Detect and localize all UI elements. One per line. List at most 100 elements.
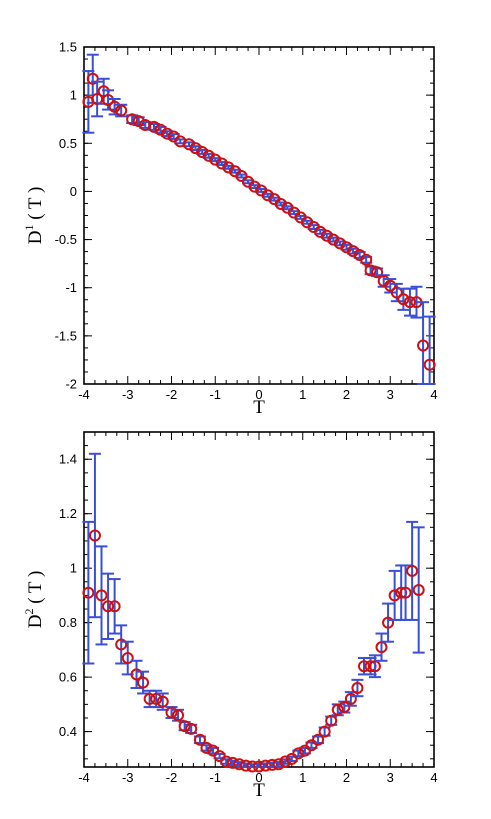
y-axis-label-base: D — [25, 615, 46, 629]
x-axis-label: T — [253, 780, 265, 801]
data-point — [148, 120, 160, 133]
y-axis-label-rest: ( T ) — [25, 571, 46, 609]
y-tick-label: -0.5 — [55, 232, 77, 247]
data-point — [185, 722, 198, 735]
y-tick-label: 0.5 — [59, 136, 77, 151]
data-point — [344, 691, 357, 707]
marker — [178, 720, 191, 733]
marker — [364, 264, 377, 277]
marker — [126, 113, 139, 126]
data-point — [193, 733, 206, 746]
marker — [406, 564, 419, 577]
marker — [115, 638, 128, 651]
marker — [417, 339, 430, 352]
data-point — [108, 578, 121, 635]
data-point — [390, 282, 403, 303]
y-tick-label: -2 — [65, 377, 77, 392]
marker — [130, 668, 143, 681]
x-tick-label: -2 — [166, 387, 178, 402]
data-point — [406, 520, 419, 621]
data-point — [165, 706, 178, 719]
y-axis-label-base: D — [25, 231, 46, 245]
data-point — [95, 545, 108, 646]
x-tick-label: 1 — [299, 770, 306, 785]
marker — [382, 616, 395, 629]
x-axis-label: T — [253, 397, 265, 418]
y-axis-label-rest: ( T ) — [25, 187, 46, 225]
panel-d2: -4 -3 -2 -1 0 1 2 3 40.40.60.811.21.4 T D2 ( T ) — [22, 431, 438, 801]
marker — [390, 286, 403, 299]
data-point — [318, 725, 331, 738]
marker — [344, 692, 357, 705]
x-tick-label: 4 — [430, 387, 437, 402]
data-point — [126, 113, 139, 126]
data-point — [88, 452, 101, 619]
y-tick-label: 1 — [70, 88, 77, 103]
data-point — [382, 602, 395, 643]
marker — [360, 253, 373, 266]
data-point — [115, 624, 128, 665]
marker — [259, 759, 272, 772]
x-tick-label: -1 — [209, 770, 221, 785]
marker — [312, 733, 325, 746]
data-point — [102, 572, 115, 640]
data-point — [325, 714, 338, 727]
data-point — [423, 315, 436, 385]
x-tick-label: 2 — [343, 770, 350, 785]
marker — [375, 641, 388, 654]
marker — [102, 600, 115, 613]
x-tick-label: -3 — [122, 387, 134, 402]
data-point — [360, 253, 373, 266]
y-tick-label: 0 — [70, 184, 77, 199]
plot-frame — [83, 46, 435, 385]
data-point — [312, 733, 325, 746]
x-tick-label: 2 — [343, 387, 350, 402]
data-point — [384, 278, 397, 294]
data-point — [102, 89, 115, 111]
data-point — [82, 520, 95, 665]
data-point — [351, 678, 364, 698]
axis-ticks: -4 -3 -2 -1 0 1 2 3 4 -2 -1.5 -1 -0.5 0 0.5 1 1.5 — [55, 40, 438, 403]
y-tick-label: -1.5 — [55, 328, 77, 343]
marker — [91, 92, 104, 105]
panel-d1: -4 -3 -2 -1 0 1 2 3 4-2-1.5-1-0.500.511.5 T D1 (… — [22, 40, 438, 419]
marker — [397, 293, 410, 306]
marker — [412, 583, 425, 596]
marker — [121, 652, 134, 665]
y-tick-label: 0.4 — [59, 724, 77, 739]
marker — [338, 701, 351, 714]
marker — [165, 706, 178, 719]
x-tick-label: 0 — [255, 387, 262, 402]
marker — [399, 586, 412, 599]
data-point — [132, 115, 145, 128]
y-tick-label: 0.6 — [59, 670, 77, 685]
data-point — [172, 708, 185, 722]
marker — [331, 703, 344, 716]
marker — [185, 722, 198, 735]
y-tick-label: 1.4 — [59, 452, 77, 467]
marker — [423, 358, 436, 371]
x-tick-label: 1 — [299, 387, 306, 402]
axis-ticks: -4 -3 -2 -1 0 1 2 3 4 0.4 0.6 0.8 1 1.2 1.4 — [59, 431, 438, 785]
marker — [82, 586, 95, 599]
marker — [384, 279, 397, 292]
x-tick-label: -4 — [78, 387, 90, 402]
marker — [143, 692, 156, 705]
marker — [172, 709, 185, 722]
x-tick-label: 3 — [387, 770, 394, 785]
data-point — [403, 287, 416, 317]
y-tick-label: 1 — [70, 561, 77, 576]
y-axis-label-sup: 2 — [22, 609, 36, 615]
marker — [351, 682, 364, 695]
data-point — [375, 632, 388, 662]
marker — [371, 266, 384, 279]
marker — [325, 714, 338, 727]
data-point — [358, 657, 370, 676]
marker — [150, 692, 163, 705]
marker — [388, 589, 401, 602]
y-axis-label: D1 ( T ) — [22, 187, 46, 245]
x-tick-label: 3 — [387, 387, 394, 402]
y-tick-label: 1.5 — [59, 40, 77, 55]
marker — [156, 695, 169, 708]
